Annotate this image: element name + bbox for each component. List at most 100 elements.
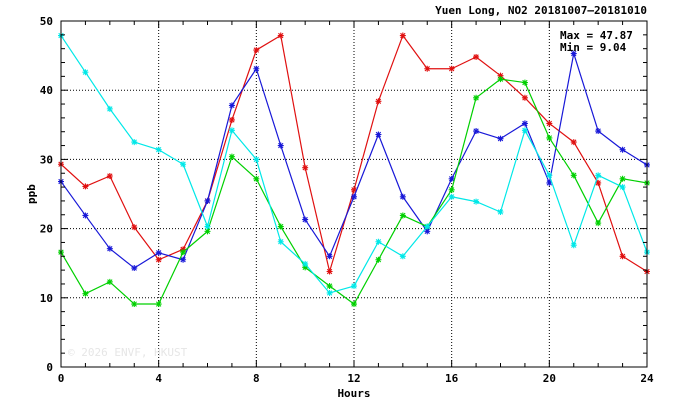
data-point-s4-h12 — [351, 283, 357, 290]
data-point-s2-h7 — [228, 102, 235, 109]
data-point-s1-h4 — [155, 256, 162, 263]
data-point-s2-h16 — [448, 175, 455, 182]
data-point-s1-h10 — [302, 164, 309, 171]
x-tick-label-16: 16 — [445, 372, 459, 385]
y-tick-label-0: 0 — [46, 361, 53, 374]
data-point-s3-h22 — [595, 220, 602, 227]
data-point-s3-h9 — [277, 223, 284, 230]
data-point-s2-h6 — [204, 197, 211, 204]
x-tick-label-24: 24 — [640, 372, 654, 385]
x-tick-label-0: 0 — [58, 372, 65, 385]
data-point-s3-h1 — [82, 290, 89, 297]
series-lines — [58, 32, 650, 308]
data-point-s2-h2 — [106, 245, 113, 252]
data-point-s3-h5 — [180, 249, 187, 256]
data-point-s1-h13 — [375, 98, 382, 105]
chart-title: Yuen Long, NO2 20181007—20181010 — [435, 4, 647, 17]
x-axis-label: Hours — [337, 387, 370, 400]
data-point-s1-h18 — [497, 72, 504, 79]
data-point-s4-h10 — [302, 260, 309, 267]
data-point-s1-h8 — [253, 47, 260, 54]
series-line-4 — [60, 35, 648, 294]
data-point-s3-h8 — [253, 175, 260, 182]
data-point-s2-h13 — [375, 131, 382, 138]
data-point-s3-h4 — [155, 301, 162, 308]
data-point-s1-h7 — [228, 116, 235, 123]
data-point-s3-h19 — [521, 79, 528, 86]
data-point-s3-h23 — [619, 175, 626, 182]
data-point-s4-h3 — [131, 139, 138, 146]
data-point-s2-h10 — [302, 216, 309, 223]
data-point-s2-h19 — [521, 120, 528, 127]
data-point-s4-h1 — [82, 69, 89, 76]
data-point-s1-h3 — [131, 224, 138, 231]
data-point-s1-h20 — [546, 120, 553, 127]
data-point-s1-h16 — [448, 65, 455, 72]
data-point-s4-h2 — [106, 105, 113, 112]
data-point-s4-h14 — [399, 253, 406, 260]
data-point-s2-h1 — [82, 212, 89, 219]
data-point-s3-h10 — [302, 264, 309, 271]
data-point-s3-h11 — [326, 283, 333, 290]
min-value-label: Min = 9.04 — [560, 41, 627, 54]
data-point-s3-h21 — [570, 172, 577, 179]
data-point-s1-h9 — [277, 32, 284, 39]
data-point-s4-h17 — [473, 198, 480, 205]
copyright-watermark: © 2026 ENVF, HKUST — [68, 346, 188, 359]
y-tick-label-40: 40 — [40, 84, 53, 97]
grid-lines — [61, 21, 647, 367]
data-point-s3-h20 — [546, 134, 553, 141]
data-point-s4-h6 — [204, 223, 211, 230]
data-point-s2-h12 — [351, 193, 357, 200]
data-point-s4-h11 — [326, 289, 333, 296]
data-point-s2-h23 — [619, 146, 626, 153]
data-point-s4-h15 — [424, 223, 431, 230]
data-point-s2-h9 — [277, 142, 284, 149]
data-point-s2-h21 — [570, 50, 577, 57]
x-tick-label-8: 8 — [253, 372, 260, 385]
data-point-s2-h8 — [253, 65, 260, 72]
data-point-s4-h19 — [521, 127, 528, 134]
data-point-s2-h17 — [473, 128, 480, 135]
data-point-s2-h5 — [180, 256, 187, 263]
data-point-s4-h8 — [253, 156, 260, 163]
data-point-s3-h17 — [473, 94, 480, 101]
data-point-s2-h4 — [155, 249, 162, 256]
data-point-s2-h11 — [326, 253, 333, 260]
data-point-s3-h3 — [131, 301, 138, 308]
x-tick-label-4: 4 — [155, 372, 162, 385]
data-point-s1-h21 — [570, 139, 577, 146]
data-point-s4-h20 — [546, 172, 553, 179]
data-point-s1-h1 — [82, 183, 89, 190]
data-point-s1-h11 — [326, 268, 333, 275]
x-tick-label-20: 20 — [543, 372, 556, 385]
data-point-s4-h9 — [277, 238, 284, 245]
data-point-s1-h2 — [106, 173, 113, 180]
data-point-s4-h4 — [155, 146, 162, 153]
data-point-s4-h13 — [375, 238, 382, 245]
x-tick-label-12: 12 — [347, 372, 360, 385]
data-point-s2-h22 — [595, 128, 602, 135]
data-point-s2-h15 — [424, 228, 431, 235]
max-value-label: Max = 47.87 — [560, 29, 633, 42]
data-point-s1-h22 — [595, 179, 602, 186]
data-point-s3-h6 — [204, 228, 211, 235]
data-point-s4-h23 — [619, 184, 626, 191]
data-point-s4-h22 — [595, 172, 602, 179]
data-point-s1-h15 — [424, 65, 431, 72]
data-point-s4-h5 — [180, 161, 187, 168]
y-tick-label-20: 20 — [40, 223, 53, 236]
data-point-s4-h7 — [228, 127, 235, 134]
data-point-s1-h17 — [473, 53, 480, 60]
data-point-s3-h13 — [375, 256, 382, 263]
data-point-s3-h7 — [228, 153, 235, 160]
y-tick-label-50: 50 — [40, 15, 53, 28]
data-point-s3-h16 — [448, 186, 455, 193]
data-point-s2-h20 — [546, 179, 553, 186]
axis-ticks: 0 4 8 12 16 20 24 0 10 20 30 40 50 — [40, 15, 654, 385]
y-tick-label-10: 10 — [40, 292, 53, 305]
data-point-s3-h18 — [497, 76, 504, 83]
data-point-s3-h12 — [351, 301, 357, 308]
